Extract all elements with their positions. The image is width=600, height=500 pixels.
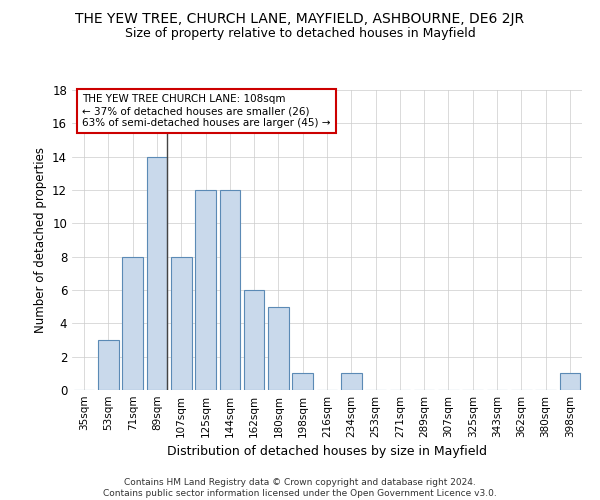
Bar (195, 190, 216, 390)
X-axis label: Distribution of detached houses by size in Mayfield: Distribution of detached houses by size … (167, 446, 487, 458)
Bar (220, 190, 240, 390)
Bar (171, 256, 191, 390)
Text: Size of property relative to detached houses in Mayfield: Size of property relative to detached ho… (125, 28, 475, 40)
Bar (292, 374, 313, 390)
Y-axis label: Number of detached properties: Number of detached properties (34, 147, 47, 333)
Bar (98, 340, 119, 390)
Bar (146, 156, 167, 390)
Bar (268, 306, 289, 390)
Bar (341, 374, 362, 390)
Text: THE YEW TREE CHURCH LANE: 108sqm
← 37% of detached houses are smaller (26)
63% o: THE YEW TREE CHURCH LANE: 108sqm ← 37% o… (82, 94, 331, 128)
Text: THE YEW TREE, CHURCH LANE, MAYFIELD, ASHBOURNE, DE6 2JR: THE YEW TREE, CHURCH LANE, MAYFIELD, ASH… (76, 12, 524, 26)
Bar (560, 374, 580, 390)
Bar (122, 256, 143, 390)
Bar (244, 290, 265, 390)
Text: Contains HM Land Registry data © Crown copyright and database right 2024.
Contai: Contains HM Land Registry data © Crown c… (103, 478, 497, 498)
